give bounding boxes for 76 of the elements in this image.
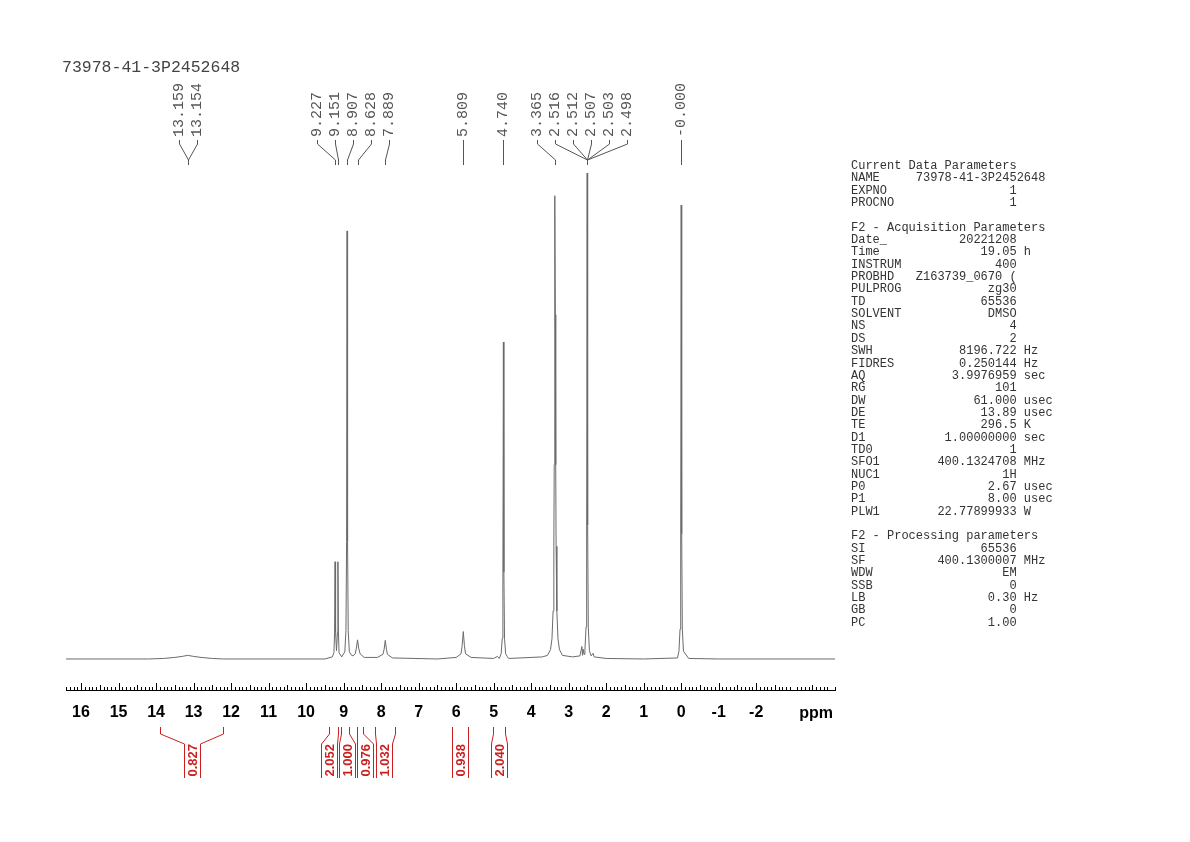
x-tick-label: 11 [260,703,278,721]
text: Current Data Parameters [851,159,1017,173]
text: NUC1 1H [851,467,1017,482]
x-tick-label: 16 [72,703,90,721]
text: 0.938 [453,744,468,777]
text: 2.040 [492,744,507,777]
text: 3.365 [529,91,547,137]
text: 2.052 [322,744,337,777]
text: P1 8.00 usec [851,492,1053,507]
x-tick-label: 13 [184,703,203,721]
text: 9.227 [309,91,327,137]
text: PULPROG zg30 [851,282,1017,297]
x-tick-label: 6 [451,703,461,721]
text: SFO1 400.1324708 MHz [851,455,1046,470]
text: 13.154 [189,82,207,137]
text: PROCNO 1 [851,196,1017,211]
text: NS 4 [851,319,1017,334]
x-tick-label: 4 [526,703,536,721]
x-tick-label: 1 [639,703,649,721]
text: SSB 0 [851,578,1017,593]
text: DE 13.89 usec [851,405,1053,420]
x-tick-label: -1 [711,703,726,721]
text: PLW1 22.77899933 W [851,504,1032,519]
text: D1 1.00000000 sec [851,430,1046,445]
text: 2.507 [583,91,601,137]
text: P0 2.67 usec [851,479,1053,494]
text: TD 65536 [851,294,1017,309]
chart-title: 73978-41-3P2452648 [62,58,241,77]
text: SWH 8196.722 Hz [851,344,1039,359]
text: 0.827 [185,744,200,777]
x-tick-label: 9 [339,703,349,721]
x-tick-label: 0 [676,703,686,721]
text: 7.889 [381,91,399,137]
x-tick-label: 7 [414,703,424,721]
text: DW 61.000 usec [851,393,1053,408]
x-tick-label: 2 [601,703,611,721]
x-tick-label: 8 [376,703,386,721]
text: 5.809 [455,91,473,137]
text: 13.159 [171,82,189,137]
x-axis-title: ppm [799,703,833,721]
text: F2 - Acquisition Parameters [851,220,1046,235]
text: F2 - Processing parameters [851,529,1039,544]
text: NAME 73978-41-3P2452648 [851,171,1046,186]
text: 0.976 [358,744,373,777]
x-tick-label: 10 [297,703,316,721]
text: 1.032 [377,744,392,777]
text: 2.516 [547,91,565,137]
text: RG 101 [851,381,1017,396]
text: 9.151 [327,91,345,137]
text: PC 1.00 [851,615,1017,630]
text: 1.000 [340,744,355,777]
text: FIDRES 0.250144 Hz [851,356,1039,371]
text: WDW EM [851,566,1017,581]
text: TD0 1 [851,442,1017,457]
text: 8.907 [345,91,363,137]
text: SF 400.1300007 MHz [851,554,1046,568]
x-tick-label: 12 [222,703,241,721]
x-tick-label: -2 [749,703,764,721]
text: -0.000 [673,82,691,137]
text: SI 65536 [851,541,1017,556]
text: Time 19.05 h [851,245,1032,260]
text: 2.503 [601,91,619,137]
text: 2.498 [619,91,637,137]
text: 8.628 [363,91,381,137]
x-tick-label: 5 [489,703,499,721]
x-tick-label: 3 [564,703,574,721]
text: AQ 3.9976959 sec [851,368,1046,383]
text: DS 2 [851,331,1017,346]
text: GB 0 [851,603,1017,618]
x-tick-label: 15 [109,703,128,721]
x-tick-label: 14 [147,703,166,721]
text: 4.740 [495,91,513,137]
text: TE 296.5 K [851,418,1032,433]
text: EXPNO 1 [851,183,1017,198]
text: 2.512 [565,91,583,137]
text: INSTRUM 400 [851,257,1017,272]
